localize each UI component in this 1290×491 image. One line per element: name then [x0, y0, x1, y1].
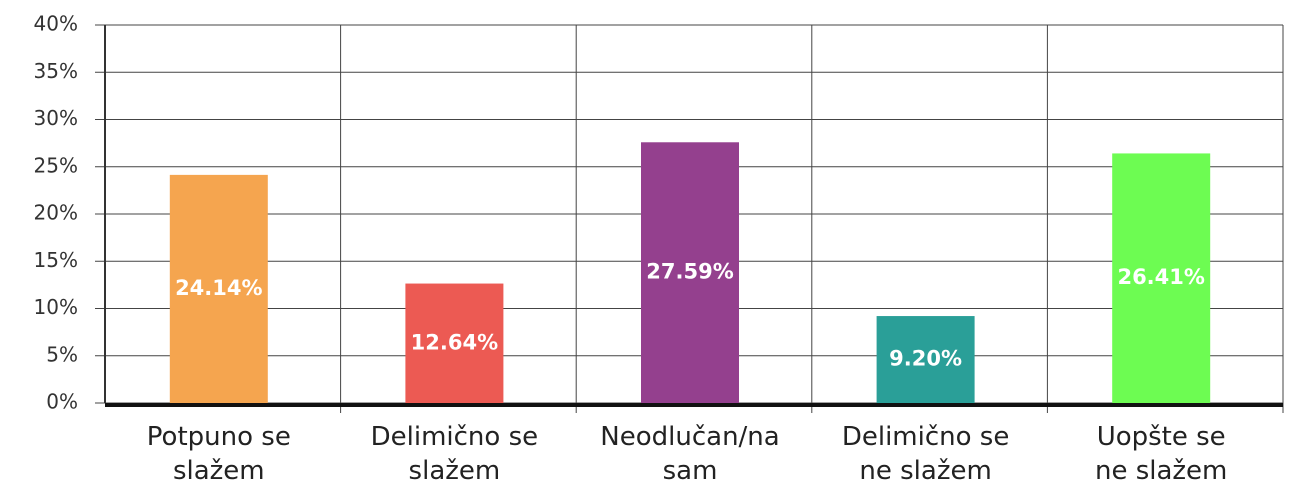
y-tick-label: 15%	[34, 248, 78, 272]
y-tick-label: 5%	[46, 342, 78, 366]
x-tick-label: Uopšte se ne slažem	[1094, 422, 1228, 486]
x-tick-label: Potpuno se slažem	[146, 422, 291, 486]
y-tick-label: 20%	[34, 201, 78, 225]
value-label: 24.14%	[175, 276, 262, 300]
value-label: 27.59%	[646, 260, 733, 284]
y-tick-label: 0%	[46, 390, 78, 414]
bar	[169, 174, 268, 403]
value-label: 26.41%	[1117, 265, 1204, 289]
y-tick-label: 10%	[34, 295, 78, 319]
bar	[876, 316, 975, 403]
value-label: 9.20%	[889, 347, 962, 371]
bar	[641, 142, 739, 403]
bar	[1112, 153, 1211, 403]
x-tick-label: Neodlučan/na sam	[600, 422, 780, 486]
value-label: 12.64%	[411, 330, 498, 354]
x-tick-label: Delimično se ne slažem	[841, 422, 1010, 486]
bar	[405, 283, 504, 403]
y-tick-label: 30%	[34, 106, 78, 130]
x-tick-label: Delimično se slažem	[370, 422, 539, 486]
y-tick-label: 40%	[34, 12, 78, 36]
y-tick-label: 35%	[34, 59, 78, 83]
y-tick-label: 25%	[34, 153, 78, 177]
